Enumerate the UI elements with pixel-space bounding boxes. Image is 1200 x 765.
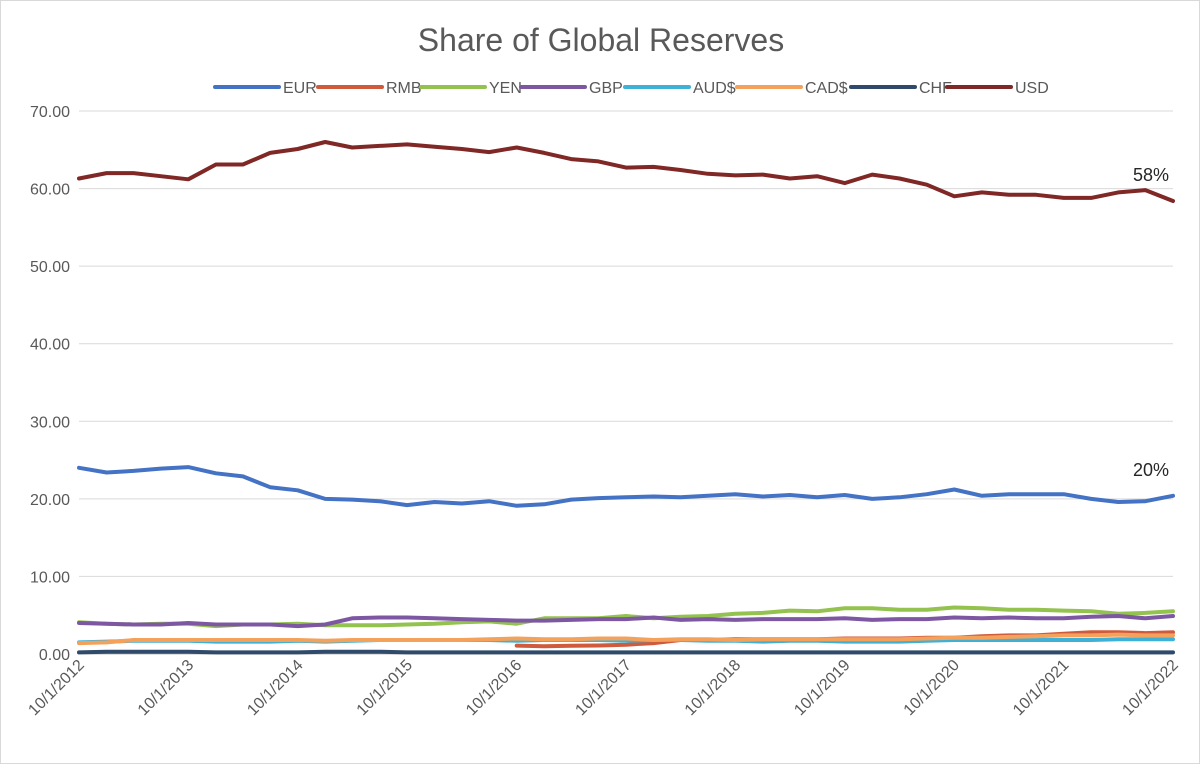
series-line-usd: [77, 140, 1175, 203]
legend-label: CAD$: [805, 80, 848, 97]
legend-label: RMB: [386, 80, 422, 97]
x-tick-label: 10/1/2012: [25, 657, 87, 719]
x-tick-label: 10/1/2020: [901, 657, 963, 719]
series-line-chf: [77, 649, 1175, 655]
chart-title: Share of Global Reserves: [418, 22, 784, 58]
x-tick-label: 10/1/2018: [682, 657, 744, 719]
legend-label: YEN: [489, 80, 522, 97]
x-tick-label: 10/1/2015: [354, 657, 416, 719]
y-tick-label: 40.00: [30, 337, 70, 354]
x-tick-label: 10/1/2014: [244, 657, 306, 719]
legend-label: CHF: [919, 80, 952, 97]
y-tick-label: 30.00: [30, 414, 70, 431]
y-tick-label: 50.00: [30, 259, 70, 276]
series-line-cad: [77, 632, 1175, 646]
data-annotation: 58%: [1133, 165, 1169, 185]
x-axis-ticks: 10/1/2012 10/1/2013 10/1/2014 10/1/2015 10/1…: [25, 657, 1181, 719]
series-line-eur: [77, 465, 1175, 508]
y-tick-label: 0.00: [39, 647, 70, 664]
series-line-gbp: [77, 614, 1175, 629]
y-tick-label: 20.00: [30, 492, 70, 509]
gridlines: [79, 110, 1173, 655]
y-tick-label: 10.00: [30, 569, 70, 586]
legend-label: EUR: [283, 80, 317, 97]
x-tick-label: 10/1/2013: [135, 657, 197, 719]
data-annotation: 20%: [1133, 460, 1169, 480]
legend-label: GBP: [589, 80, 623, 97]
y-axis-ticks: 0.00 10.00 20.00 30.00 40.00 50.00 60.00 70.00: [30, 104, 70, 664]
y-tick-label: 60.00: [30, 182, 70, 199]
x-tick-label: 10/1/2022: [1119, 657, 1181, 719]
legend: EUR RMB YEN GBP AUD$ CAD$ CHF USD: [213, 80, 1049, 97]
series-lines: [77, 140, 1175, 655]
annotations: 58% 20%: [1133, 165, 1169, 480]
x-tick-label: 10/1/2021: [1010, 657, 1072, 719]
x-tick-label: 10/1/2016: [463, 657, 525, 719]
x-tick-label: 10/1/2017: [572, 657, 634, 719]
x-tick-label: 10/1/2019: [791, 657, 853, 719]
y-tick-label: 70.00: [30, 104, 70, 121]
legend-label: USD: [1015, 80, 1049, 97]
legend-label: AUD$: [693, 80, 736, 97]
